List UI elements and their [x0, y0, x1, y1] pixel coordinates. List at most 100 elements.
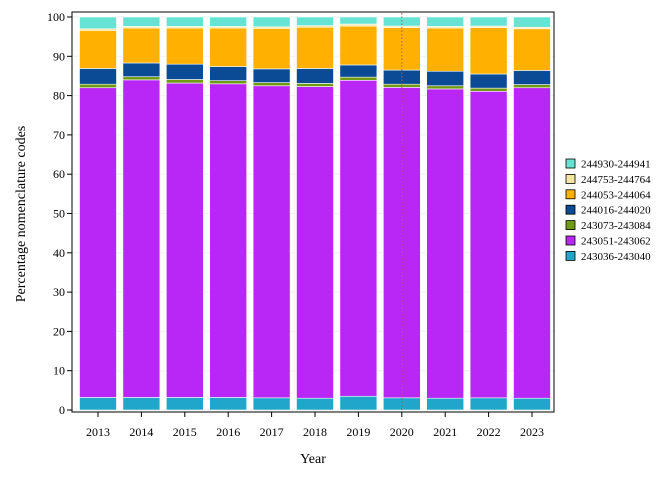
- bar-segment: [122, 16, 161, 27]
- legend-swatch: [565, 158, 576, 169]
- legend-swatch: [565, 189, 576, 200]
- bar-segment: [382, 87, 421, 399]
- bar-segment: [469, 73, 508, 89]
- x-tick-label: 2017: [260, 425, 284, 439]
- bar-segment: [426, 85, 465, 90]
- legend-item: 243036-243040: [565, 250, 651, 263]
- bar-segment: [426, 88, 465, 399]
- bar-segment: [382, 397, 421, 411]
- x-tick-label: 2020: [390, 425, 414, 439]
- y-tick-label: 100: [47, 10, 65, 24]
- bar-segment: [296, 68, 334, 84]
- bar-segment: [513, 28, 551, 71]
- bar-segment: [469, 87, 508, 92]
- legend-swatch: [565, 173, 576, 184]
- bar-segment: [209, 80, 247, 85]
- legend-swatch: [565, 204, 576, 215]
- legend-item: 244053-244064: [565, 189, 651, 201]
- x-tick-label: 2016: [216, 425, 240, 439]
- bar-segment: [469, 27, 508, 75]
- legend-swatch: [565, 235, 576, 246]
- legend: 244930-244941 244753-244764 244053-244064 2…: [565, 158, 651, 263]
- bar-segment: [339, 79, 378, 397]
- bar-segment: [296, 86, 334, 399]
- bar-segment: [339, 25, 378, 66]
- bar-segment: [166, 27, 204, 65]
- y-tick-label: 60: [53, 167, 65, 181]
- bar-segment: [209, 27, 247, 67]
- bar-segment: [122, 27, 161, 64]
- bar-segment: [296, 397, 334, 411]
- bar-segment: [166, 79, 204, 84]
- legend-item: 244753-244764: [565, 173, 651, 186]
- x-axis: 2013 2014 2015 2016 2017 2018 2019 2020 2021 2022…: [86, 412, 544, 439]
- y-tick-label: 30: [53, 285, 65, 299]
- bar-segment: [296, 83, 334, 87]
- x-tick-label: 2021: [433, 425, 457, 439]
- legend-swatch: [565, 250, 576, 261]
- bar-segment: [166, 397, 204, 411]
- bar-segment: [513, 70, 551, 85]
- x-tick-label: 2014: [129, 425, 153, 439]
- bar-segment: [252, 85, 291, 399]
- bar-segment: [513, 84, 551, 89]
- bar-segment: [252, 68, 291, 83]
- bar-segment: [122, 397, 161, 411]
- x-tick-label: 2022: [477, 425, 501, 439]
- bar-segment: [79, 83, 117, 89]
- bar-segment: [339, 64, 378, 78]
- bar-segment: [166, 82, 204, 398]
- bar-segment: [469, 397, 508, 411]
- bar-segment: [122, 79, 161, 398]
- x-axis-title: Year: [300, 452, 326, 467]
- bar-segment: [426, 16, 465, 27]
- bar-segment: [339, 76, 378, 81]
- legend-item: 243051-243062: [565, 235, 651, 248]
- y-tick-label: 20: [53, 324, 65, 338]
- bar-segment: [426, 397, 465, 411]
- bar-segment: [79, 68, 117, 85]
- y-axis-title: Percentage nomenclature codes: [14, 126, 29, 302]
- bar-segment: [339, 395, 378, 411]
- bar-segment: [122, 62, 161, 78]
- bar-segment: [252, 82, 291, 87]
- bar-segment: [209, 16, 247, 27]
- bar-segment: [209, 397, 247, 411]
- x-tick-label: 2018: [303, 425, 327, 439]
- bar-segment: [79, 87, 117, 398]
- bar-segment: [252, 16, 291, 28]
- bar-segment: [426, 27, 465, 72]
- legend-label: 243051-243062: [581, 236, 651, 248]
- bar-segment: [122, 76, 161, 81]
- bar-segment: [79, 16, 117, 30]
- legend-label: 243036-243040: [581, 251, 651, 263]
- bar-segment: [296, 16, 334, 26]
- legend-item: 244930-244941: [565, 158, 651, 171]
- bar-segment: [209, 66, 247, 81]
- y-tick-label: 50: [53, 207, 65, 221]
- x-tick-label: 2013: [86, 425, 110, 439]
- bars: [79, 16, 551, 411]
- bar-segment: [469, 16, 508, 27]
- y-tick-label: 0: [59, 403, 65, 417]
- y-tick-label: 90: [53, 49, 65, 63]
- y-axis: 0 10 20 30 40 50 60 70 80 90 100: [47, 10, 72, 417]
- x-tick-label: 2019: [346, 425, 370, 439]
- bar-segment: [166, 16, 204, 27]
- bar-segment: [209, 83, 247, 398]
- legend-item: 243073-243084: [565, 220, 651, 232]
- legend-swatch: [565, 220, 576, 231]
- bar-segment: [296, 26, 334, 69]
- bar-segment: [513, 397, 551, 411]
- legend-label: 244053-244064: [581, 189, 651, 201]
- legend-label: 243073-243084: [581, 220, 651, 232]
- bar-segment: [79, 397, 117, 411]
- bar-segment: [252, 397, 291, 411]
- y-tick-label: 80: [53, 89, 65, 103]
- legend-label: 244930-244941: [581, 159, 651, 171]
- x-tick-label: 2015: [173, 425, 197, 439]
- plot-frame: [71, 11, 555, 413]
- legend-label: 244753-244764: [581, 174, 651, 186]
- bar-segment: [513, 16, 551, 28]
